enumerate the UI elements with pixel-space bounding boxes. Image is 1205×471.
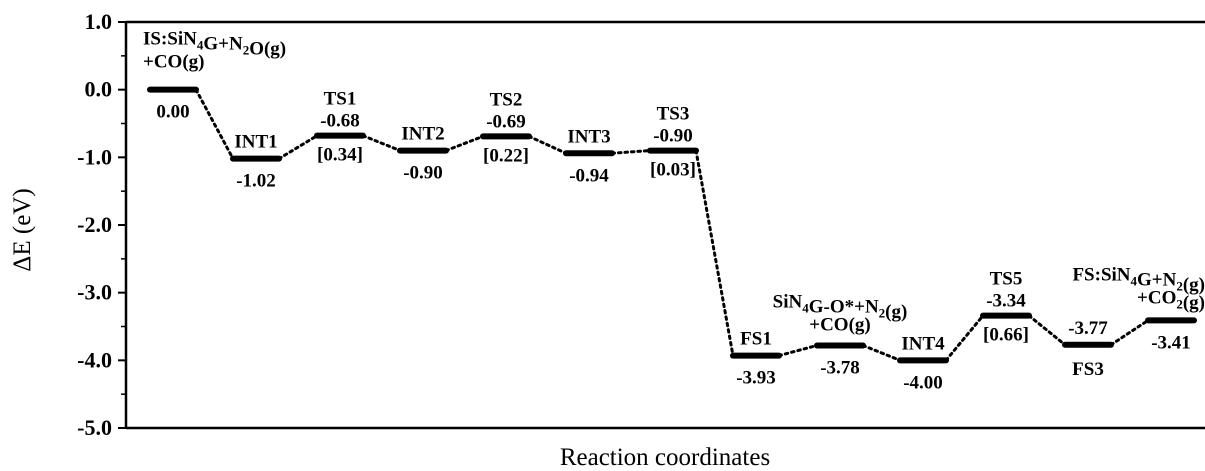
state-name-label: TS3: [657, 104, 690, 125]
connector-line: [777, 343, 819, 358]
state-name-label: +CO2(g): [1137, 287, 1205, 313]
state-name-label: IS:SiN4G+N2O(g): [143, 29, 286, 60]
energy-value-label: -0.90: [653, 126, 693, 147]
y-tick-label: -3.0: [77, 280, 112, 305]
energy-value-label: -3.41: [1151, 332, 1191, 353]
connector-line: [361, 134, 402, 153]
energy-value-label: -0.69: [486, 111, 526, 132]
axes: 1.0 0.0 -1.0 -2.0 -3.0 -4.0 -5.0: [77, 9, 1205, 440]
state-name-label: +CO(g): [809, 314, 870, 335]
connector-line: [1109, 318, 1150, 347]
state-name-label: TS5: [990, 269, 1023, 290]
connector-line: [194, 88, 235, 161]
x-axis-title: Reaction coordinates: [560, 444, 770, 471]
connector-line: [610, 149, 652, 155]
energy-value-label: -3.93: [736, 368, 776, 389]
energy-value-label: -1.02: [236, 171, 276, 192]
energy-value-label: -4.00: [903, 372, 943, 393]
y-tick-label: -4.0: [77, 347, 112, 372]
energy-value-label: -3.78: [820, 357, 860, 378]
connector-line: [277, 134, 319, 161]
y-axis-title: ΔE (eV): [9, 188, 36, 271]
state-labels: IS:SiN4G+N2O(g)+CO(g)0.00INT1-1.02TS1-0.…: [143, 29, 1205, 394]
barrier-label: [0.34]: [317, 145, 363, 166]
energy-value-label: 0.00: [156, 102, 189, 123]
state-name-label: SiN4G-O*+N2(g): [773, 291, 908, 322]
state-name-label: FS:SiN4G+N2(g): [1072, 264, 1205, 295]
state-name-label: INT3: [567, 126, 610, 147]
energy-value-label: -3.34: [986, 291, 1026, 312]
state-name-label: TS2: [490, 89, 523, 110]
state-name-label: INT2: [401, 124, 444, 145]
state-name-label: TS1: [324, 89, 357, 110]
state-name-label: INT1: [234, 132, 277, 153]
state-name-label: FS1: [740, 329, 772, 350]
y-tick-label: -2.0: [77, 212, 112, 237]
connector-line: [694, 149, 735, 358]
barrier-label: [0.03]: [650, 160, 696, 181]
y-tick-label: -1.0: [77, 144, 112, 169]
energy-levels: [147, 86, 1197, 364]
energy-value-label: -0.94: [569, 165, 609, 186]
state-name-label: +CO(g): [143, 52, 204, 73]
connector-line: [444, 134, 485, 153]
barrier-label: [0.66]: [983, 325, 1029, 346]
connector-line: [944, 314, 985, 362]
y-tick-label: -5.0: [77, 415, 112, 440]
state-name-label: FS3: [1072, 359, 1104, 380]
energy-value-label: -3.77: [1068, 318, 1108, 339]
energy-value-label: -0.68: [320, 111, 360, 132]
state-name-label: INT4: [901, 333, 945, 354]
connector-lines: [194, 88, 1150, 362]
energy-value-label: -0.90: [403, 163, 443, 184]
connector-line: [527, 134, 568, 155]
connector-line: [861, 343, 902, 362]
connector-line: [1027, 314, 1067, 347]
barrier-label: [0.22]: [483, 145, 529, 166]
y-tick-label: 1.0: [85, 9, 113, 34]
y-tick-label: 0.0: [85, 77, 113, 102]
